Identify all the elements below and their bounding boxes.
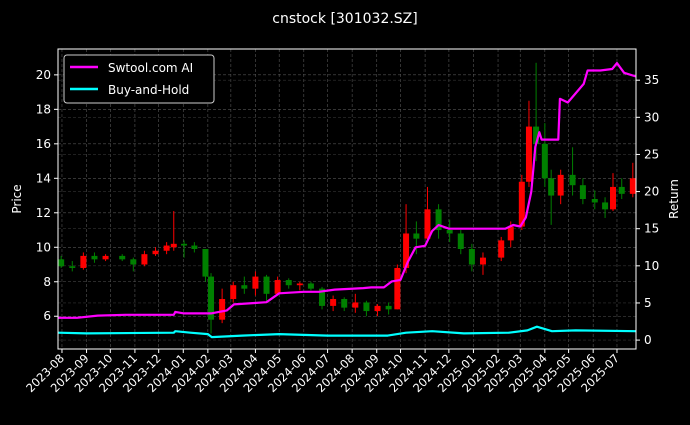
candle-body	[518, 181, 525, 227]
y-axis-label: Price	[10, 184, 24, 213]
candle-body	[541, 143, 548, 179]
candle-body	[130, 259, 137, 265]
y2-tick-label: 35	[644, 73, 659, 87]
candle-body	[163, 245, 170, 251]
candle-body	[102, 255, 109, 260]
candle-body	[498, 240, 505, 258]
candle-body	[403, 233, 410, 268]
candle-body	[202, 249, 209, 277]
y-tick-label: 6	[43, 309, 51, 323]
candle-body	[457, 233, 464, 249]
candle-body	[374, 305, 381, 312]
y-tick-label: 16	[36, 137, 51, 151]
y2-tick-label: 0	[644, 333, 652, 347]
y-tick-label: 10	[36, 240, 51, 254]
y2-tick-label: 5	[644, 296, 652, 310]
candle-body	[385, 305, 392, 310]
candle-body	[479, 257, 486, 265]
y-axis-price: 6 8 10 12 14 16 18 20	[36, 68, 58, 323]
series-line-ai	[58, 61, 637, 319]
candle-body	[579, 185, 586, 199]
candle-body	[241, 285, 248, 289]
legend: Swtool.com AI Buy-and-Hold	[63, 54, 215, 104]
y-tick-label: 12	[36, 206, 51, 220]
candlesticks	[58, 62, 636, 334]
y2-axis-label: Return	[667, 179, 681, 219]
candle-body	[152, 250, 159, 255]
candle-body	[610, 186, 617, 210]
legend-label-hold: Buy-and-Hold	[108, 83, 189, 97]
candle-body	[80, 255, 87, 268]
candle-body	[285, 280, 292, 286]
y2-tick-label: 20	[644, 185, 659, 199]
candle-body	[591, 199, 598, 203]
candle-body	[446, 230, 453, 234]
y-tick-label: 8	[43, 275, 51, 289]
y2-tick-label: 10	[644, 259, 659, 273]
legend-label-ai: Swtool.com AI	[108, 61, 193, 75]
candle-body	[296, 283, 303, 286]
candle-body	[569, 174, 576, 186]
y2-tick-label: 15	[644, 222, 659, 236]
candle-body	[119, 255, 126, 260]
candle-body	[557, 174, 564, 196]
candle-body	[263, 276, 270, 294]
candle-body	[252, 276, 259, 289]
candle-body	[352, 302, 359, 308]
candle-body	[413, 233, 420, 239]
candle-body	[507, 226, 514, 241]
candle-body	[219, 299, 226, 320]
candle-body	[468, 249, 475, 265]
y-tick-label: 20	[36, 68, 51, 82]
candle-body	[435, 209, 442, 231]
chart-title: cnstock [301032.SZ]	[272, 11, 417, 27]
candle-body	[618, 186, 625, 194]
candle-body	[525, 126, 532, 182]
candle-body	[363, 302, 370, 312]
candle-body	[341, 299, 348, 308]
candle-body	[91, 255, 98, 260]
y2-tick-label: 30	[644, 110, 659, 124]
candle-body	[319, 288, 326, 306]
candle-body	[274, 280, 281, 294]
candle-body	[602, 202, 609, 210]
y-tick-label: 14	[36, 171, 51, 185]
candle-body	[58, 259, 65, 267]
candle-body	[208, 276, 215, 320]
candle-body	[170, 243, 177, 248]
plot-frame	[57, 48, 637, 350]
candle-body	[330, 299, 337, 306]
candle-body	[230, 285, 237, 299]
candle-body	[533, 126, 540, 144]
candle-body	[69, 266, 76, 268]
candle-body	[629, 178, 636, 194]
candle-body	[307, 283, 314, 289]
candle-body	[181, 243, 188, 246]
candle-body	[141, 254, 148, 265]
candle-body	[394, 267, 401, 310]
candle-body	[548, 178, 555, 196]
candle-body	[424, 209, 431, 239]
y-axis-return: 0 5 10 15 20 25 30 35	[636, 73, 659, 347]
series-line-buy-and-hold	[57, 325, 637, 339]
return-lines	[57, 61, 637, 339]
y2-tick-label: 25	[644, 147, 659, 161]
candle-body	[191, 245, 198, 249]
x-axis: 2023-082023-092023-102023-112023-122024-…	[23, 349, 622, 395]
y-tick-label: 18	[36, 102, 51, 116]
